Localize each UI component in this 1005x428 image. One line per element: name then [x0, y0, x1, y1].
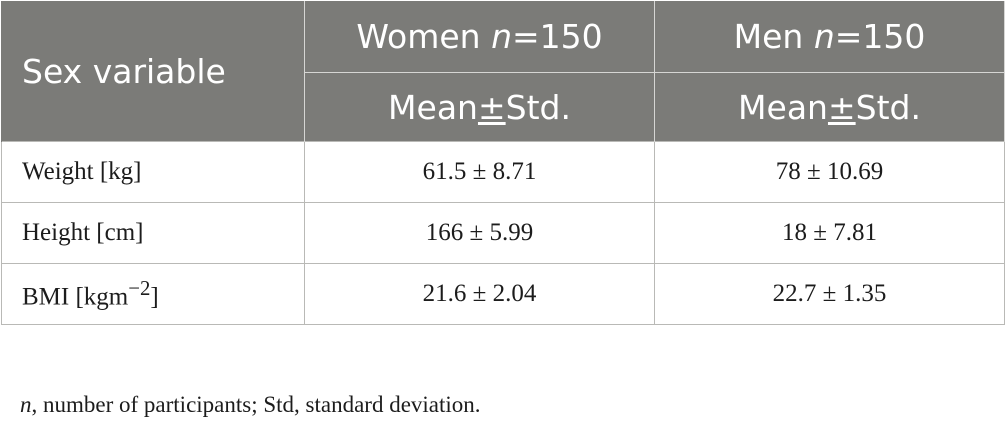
subheader-men-mean-std: Mean±Std.: [654, 72, 1005, 142]
bmi-label-prefix: BMI [kgm: [22, 283, 129, 311]
footnote-text: , number of participants; Std, standard …: [31, 392, 481, 417]
subheader-std: Std.: [855, 87, 921, 127]
row-women-value: 61.5 ± 8.71: [304, 141, 655, 203]
footnote-n-var: n: [20, 392, 32, 417]
row-variable: Height [cm]: [1, 202, 305, 264]
table-body: Weight [kg] 61.5 ± 8.71 78 ± 10.69 Heigh…: [1, 141, 1005, 325]
header-sex-variable: Sex variable: [1, 1, 305, 142]
subheader-pm: ±: [477, 87, 506, 127]
row-men-value: 22.7 ± 1.35: [654, 263, 1005, 325]
header-women-n-var: n: [491, 17, 513, 56]
header-men-label: Men: [733, 17, 814, 56]
table-header: Sex variable Women n=150 Men n=150 Mean±…: [1, 1, 1005, 142]
subheader-mean: Mean: [388, 87, 478, 127]
table-row-weight: Weight [kg] 61.5 ± 8.71 78 ± 10.69: [1, 141, 1005, 203]
header-men-n-var: n: [813, 17, 835, 56]
subheader-std: Std.: [505, 87, 571, 127]
bmi-label-suffix: ]: [150, 283, 159, 311]
header-men: Men n=150: [654, 1, 1005, 73]
row-variable: BMI [kgm−2]: [1, 263, 305, 325]
row-women-value: 166 ± 5.99: [304, 202, 655, 264]
header-women: Women n=150: [304, 1, 655, 73]
header-women-label: Women: [356, 17, 492, 56]
table-footnote: n, number of participants; Std, standard…: [20, 392, 481, 418]
subheader-pm: ±: [827, 87, 856, 127]
subheader-mean: Mean: [738, 87, 828, 127]
header-row: Sex variable Women n=150 Men n=150: [1, 1, 1005, 142]
row-women-value: 21.6 ± 2.04: [304, 263, 655, 325]
table-row-bmi: BMI [kgm−2] 21.6 ± 2.04 22.7 ± 1.35: [1, 263, 1005, 325]
subheader-women-mean-std: Mean±Std.: [304, 72, 655, 142]
data-table: Sex variable Women n=150 Men n=150 Mean±…: [1, 1, 1005, 325]
row-men-value: 18 ± 7.81: [654, 202, 1005, 264]
table-row-height: Height [cm] 166 ± 5.99 18 ± 7.81: [1, 202, 1005, 264]
header-men-n-value: =150: [834, 17, 926, 56]
subheader-row: Mean±Std. Mean±Std.: [2, 72, 1005, 142]
data-table-container: Sex variable Women n=150 Men n=150 Mean±…: [1, 1, 1005, 325]
row-men-value: 78 ± 10.69: [654, 141, 1005, 203]
header-women-n-value: =150: [512, 17, 603, 56]
row-variable: Weight [kg]: [1, 141, 305, 203]
bmi-label-exponent: −2: [128, 276, 151, 301]
